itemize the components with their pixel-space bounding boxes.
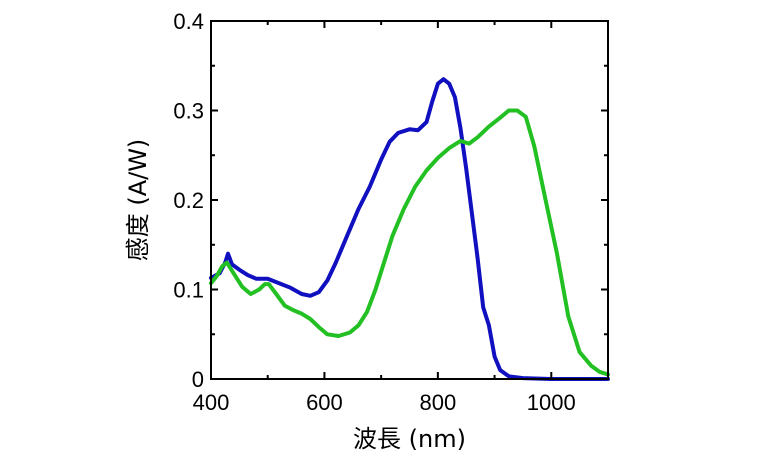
series-line-2 bbox=[209, 108, 610, 377]
y-tick-label: 0.3 bbox=[173, 99, 204, 124]
y-tick-label: 0 bbox=[192, 367, 204, 392]
x-tick-label: 600 bbox=[306, 390, 343, 415]
axis-tick-labels: 400 600 800 1000 0 0.1 0.2 0.3 0.4 bbox=[173, 9, 575, 415]
series-line-1 bbox=[209, 77, 610, 381]
y-axis-title: 感度 (A/W) bbox=[124, 139, 152, 262]
axis-ticks bbox=[210, 20, 609, 380]
x-tick-label: 800 bbox=[419, 390, 456, 415]
x-axis-title: 波長 (nm) bbox=[353, 425, 466, 453]
y-tick-label: 0.4 bbox=[173, 9, 204, 34]
x-tick-label: 400 bbox=[193, 390, 230, 415]
x-tick-label: 1000 bbox=[527, 390, 576, 415]
y-tick-label: 0.1 bbox=[173, 278, 204, 303]
plot-series bbox=[209, 77, 610, 381]
y-tick-label: 0.2 bbox=[173, 188, 204, 213]
